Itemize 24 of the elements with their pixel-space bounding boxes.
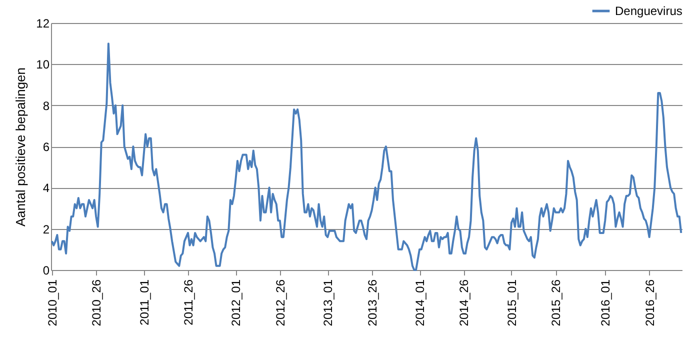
y-tick-label: 4: [42, 181, 50, 196]
y-tick-label: 10: [36, 58, 50, 72]
y-axis-title: Aantal positieve bepalingen: [13, 67, 28, 227]
x-tick-label: 2012_26: [273, 279, 288, 326]
y-tick-label: 2: [42, 222, 50, 236]
x-tick-label: 2016_01: [598, 279, 613, 326]
x-tick-label: 2013_01: [321, 279, 336, 326]
y-tick-label: 6: [42, 140, 50, 154]
y-tick-label: 8: [42, 98, 50, 113]
line-series: [50, 42, 682, 271]
x-tick-label: 2015_26: [549, 279, 564, 326]
y-tick-label: 0: [42, 264, 50, 278]
x-tick-label: 2010_26: [90, 279, 104, 326]
x-tick-label: 2013_26: [365, 279, 380, 326]
x-tick-label: 2014_26: [457, 279, 472, 326]
x-tick-label: 2012_01: [229, 279, 244, 326]
x-tick-label: 2015_01: [504, 279, 519, 326]
x-tick-label: 2011_01: [137, 279, 152, 326]
x-tick-label: 2016_26: [642, 279, 657, 326]
y-tick-label: 12: [36, 16, 50, 30]
legend-label: Denguevirus: [615, 4, 682, 18]
x-tick-label: 2011_26: [181, 279, 196, 326]
x-tick-label: 2014_01: [413, 279, 428, 326]
x-tick-label: 2010_01: [45, 279, 60, 326]
